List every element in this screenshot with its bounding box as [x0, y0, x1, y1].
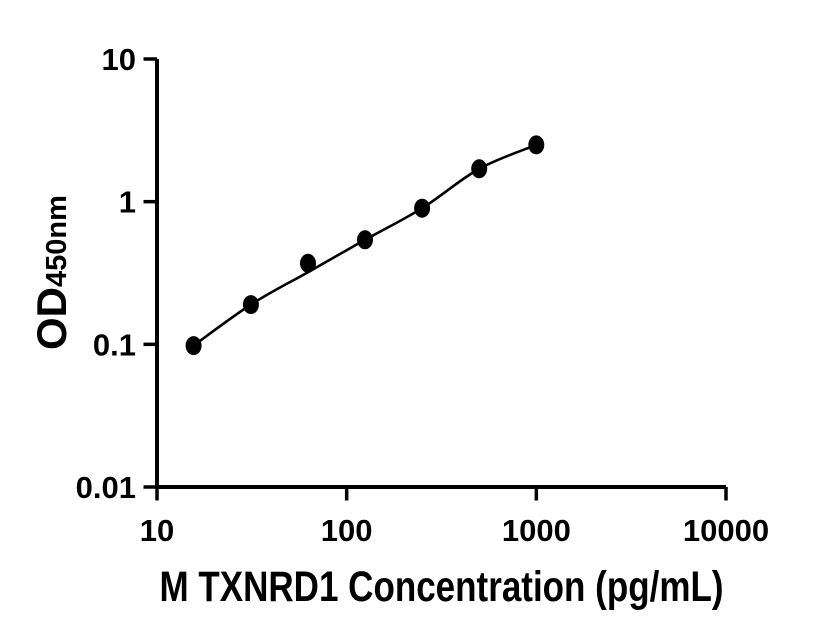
x-tick-label: 10000: [683, 513, 769, 548]
series-layer: [185, 135, 545, 356]
y-tick-label: 10: [102, 42, 136, 77]
y-tick-label: 1: [119, 185, 136, 220]
data-point-marker: [528, 135, 545, 155]
data-point-marker: [414, 198, 431, 218]
axes-frame: [155, 59, 726, 489]
y-axis-title-main: OD: [28, 287, 75, 350]
data-point-marker: [300, 253, 316, 273]
y-axis-ticks: 0.01 0.1 1 10: [76, 42, 157, 505]
x-axis-title: M TXNRD1 Concentration (pg/mL): [160, 563, 724, 611]
data-point-marker: [471, 159, 488, 179]
data-point-marker: [242, 295, 259, 315]
y-axis-title-subscript: 450nm: [41, 195, 73, 287]
x-tick-label: 10: [140, 513, 174, 548]
x-axis-ticks: 10 100 1000 10000: [140, 487, 769, 548]
data-point-marker: [357, 230, 373, 250]
y-tick-label: 0.1: [93, 327, 136, 362]
y-tick-label: 0.01: [76, 470, 136, 505]
y-axis-title: OD450nm: [28, 195, 75, 350]
data-point-marker: [185, 336, 202, 356]
x-tick-label: 1000: [502, 513, 571, 548]
x-tick-label: 100: [321, 513, 373, 548]
